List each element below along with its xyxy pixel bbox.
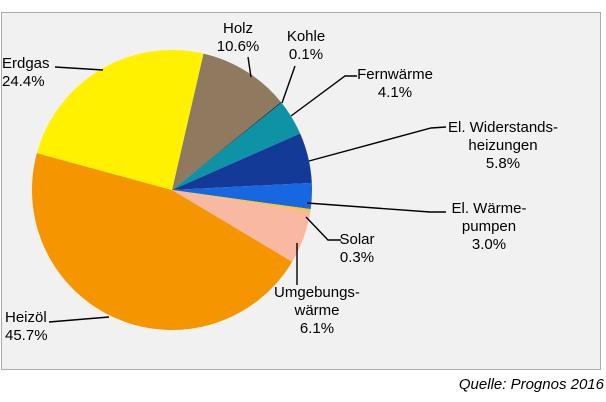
slice-label-solar: Solar 0.3% — [339, 231, 374, 267]
slice-label-solar-value: 0.3% — [339, 249, 375, 266]
pie-slice-kohle — [172, 102, 282, 190]
slice-label-fernwaerme: Fernwärme 4.1% — [357, 66, 433, 102]
source-caption: Quelle: Prognos 2016 — [458, 376, 604, 393]
leader-line-erdgas — [54, 66, 104, 71]
slice-label-erdgas-name: Erdgas — [2, 55, 50, 72]
slice-label-solar-name: Solar — [339, 231, 375, 248]
leader-line-widerstand — [308, 126, 447, 162]
slice-label-waermepumpen-name1: El. Wärme- — [451, 200, 527, 217]
slice-label-umgebung-name2: wärme — [294, 302, 340, 319]
slice-label-widerstand-value: 5.8% — [485, 155, 521, 172]
slice-label-heizoel: Heizöl 45.7% — [5, 309, 48, 345]
pie-slice-erdgas — [36, 50, 204, 190]
slice-label-umgebung-value: 6.1% — [299, 320, 335, 337]
slice-label-kohle: Kohle 0.1% — [287, 28, 325, 64]
slice-label-kohle-name: Kohle — [286, 28, 326, 45]
pie-slice-umgebung — [172, 190, 311, 262]
slice-label-fernwaerme-value: 4.1% — [377, 84, 413, 101]
slice-label-heizoel-name: Heizöl — [5, 309, 47, 326]
slice-label-waermepumpen: El. Wärme- pumpen 3.0% — [452, 200, 527, 254]
slice-label-widerstand-name2: heizungen — [468, 137, 538, 154]
pie-slice-solar — [172, 190, 311, 212]
slice-label-holz-value: 10.6% — [216, 38, 260, 55]
slice-label-kohle-value: 0.1% — [288, 46, 324, 63]
slice-label-fernwaerme-name: Fernwärme — [357, 66, 433, 83]
pie-slice-fernwaerme — [172, 102, 301, 190]
slice-label-holz: Holz 10.6% — [217, 20, 260, 56]
slice-label-widerstand: El. Widerstands- heizungen 5.8% — [448, 119, 558, 173]
slice-label-umgebung: Umgebungs- wärme 6.1% — [274, 284, 360, 338]
slice-label-umgebung-name1: Umgebungs- — [274, 284, 360, 301]
slice-label-erdgas: Erdgas 24.4% — [2, 55, 50, 91]
leader-line-kohle — [281, 65, 296, 104]
slice-label-waermepumpen-name2: pumpen — [461, 218, 517, 235]
leader-line-holz — [247, 56, 252, 78]
slice-label-widerstand-name1: El. Widerstands- — [447, 119, 559, 136]
slice-label-waermepumpen-value: 3.0% — [471, 236, 507, 253]
slice-label-holz-name: Holz — [222, 20, 254, 37]
pie-slice-holz — [172, 53, 281, 191]
leader-line-waermepumpen — [306, 202, 446, 213]
leader-line-fernwaerme — [290, 75, 357, 117]
pie-slice-heizoel — [32, 153, 293, 331]
leader-line-heizoel — [48, 316, 110, 323]
leader-line-solar — [305, 216, 341, 241]
slice-label-erdgas-value: 24.4% — [2, 73, 45, 90]
pie-slice-waermepumpen — [172, 182, 313, 210]
pie-slice-widerstand — [172, 133, 312, 190]
slice-label-heizoel-value: 45.7% — [5, 327, 48, 344]
